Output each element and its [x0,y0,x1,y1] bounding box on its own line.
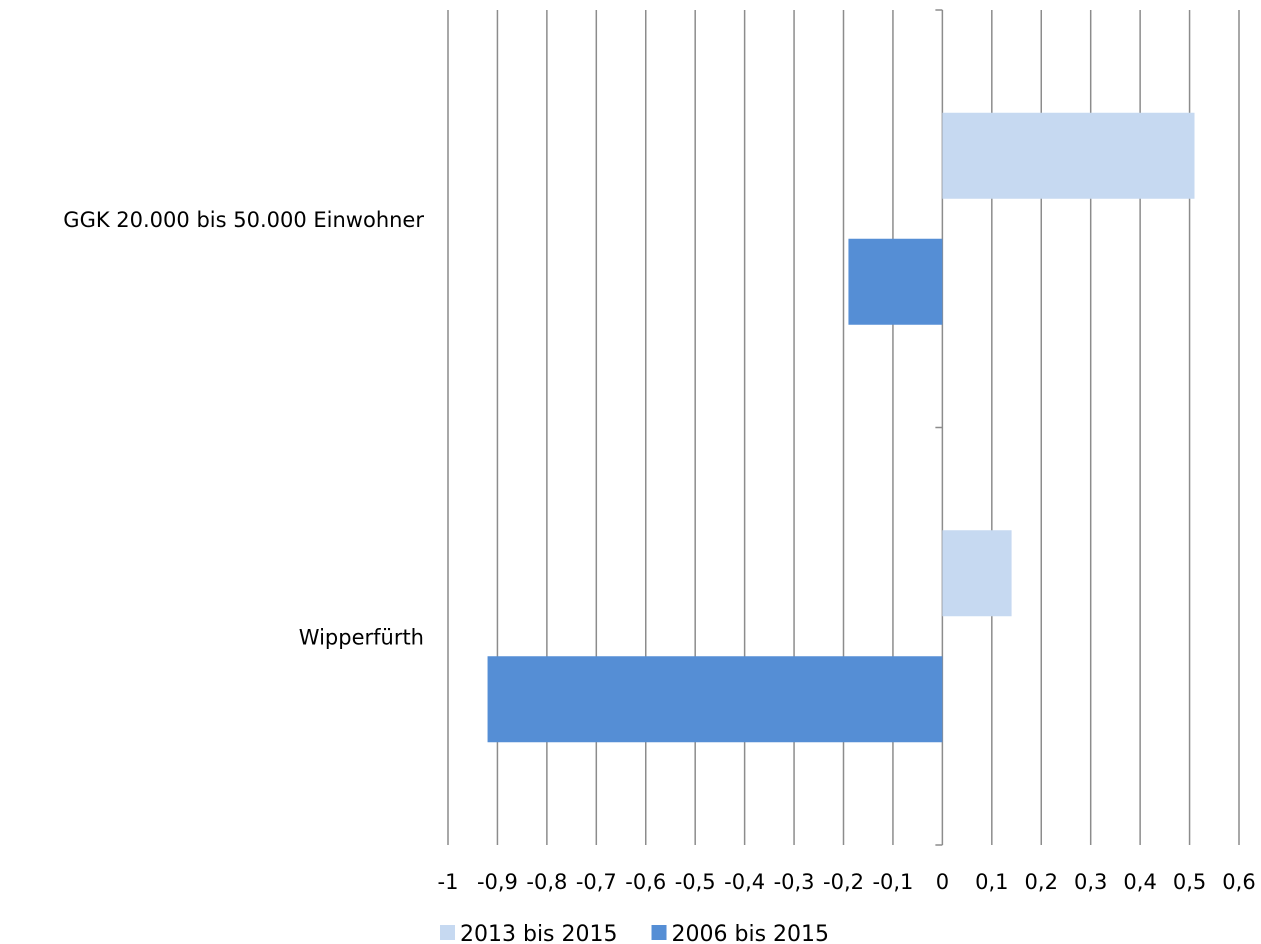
bar [942,530,1012,617]
x-tick-label: -0,1 [872,870,913,894]
category-labels: GGK 20.000 bis 50.000 Einwohner Wipperfür… [63,208,424,650]
bar [848,238,943,325]
legend-label: 2006 bis 2015 [672,922,830,944]
x-tick-label: -0,6 [625,870,666,894]
x-tick-label: 0,1 [975,870,1008,894]
x-tick-label: 0,2 [1025,870,1058,894]
legend: 2013 bis 2015 2006 bis 2015 [440,922,829,944]
x-tick-label: -0,7 [576,870,617,894]
bar [942,112,1195,199]
category-label: Wipperfürth [299,625,424,649]
x-tick-label: -0,2 [823,870,864,894]
x-tick-label: -0,3 [774,870,815,894]
x-tick-label: -1 [438,870,459,894]
x-tick-label: 0,6 [1222,870,1255,894]
x-tick-label: 0,3 [1074,870,1107,894]
bar [487,656,943,743]
category-label: GGK 20.000 bis 50.000 Einwohner [63,208,424,232]
legend-label: 2013 bis 2015 [460,922,618,944]
bars [487,112,1195,743]
x-tick-label: -0,4 [724,870,765,894]
legend-swatch [651,925,667,940]
x-tick-label: 0 [936,870,949,894]
x-tick-labels: -1 -0,9 -0,8 -0,7 -0,6 -0,5 -0,4 -0,3 -0,2 -0,1 0 0… [438,870,1256,894]
x-tick-label: -0,5 [675,870,716,894]
legend-swatch [440,925,455,940]
x-tick-label: 0,4 [1123,870,1156,894]
x-tick-label: -0,8 [526,870,567,894]
x-tick-label: -0,9 [477,870,518,894]
x-tick-label: 0,5 [1173,870,1206,894]
